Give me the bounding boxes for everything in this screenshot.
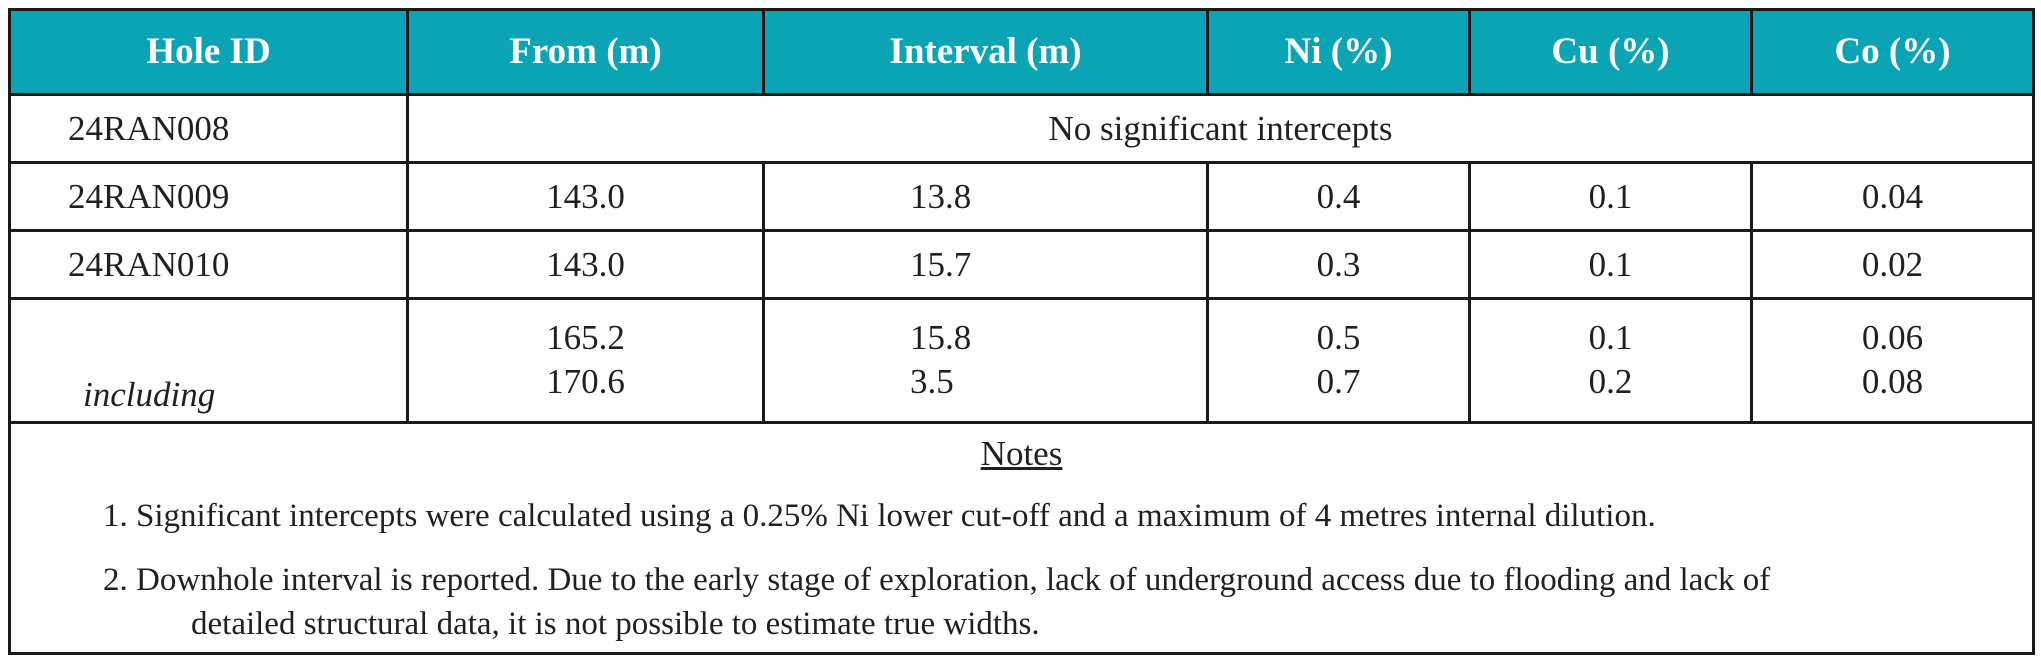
header-ni: Ni (%)	[1206, 8, 1471, 96]
co-cell: 0.04	[1750, 161, 2035, 232]
hole-id-cell: 24RAN008	[8, 93, 409, 164]
note-item: 1. Significant intercepts were calculate…	[11, 494, 2032, 538]
table-row: 24RAN009 143.0 13.8 0.4 0.1 0.04	[8, 161, 2035, 232]
results-table-container: Hole ID From (m) Interval (m) Ni (%) Cu …	[8, 8, 2035, 655]
ni-value: 0.7	[1316, 362, 1361, 401]
from-cell: 143.0	[406, 229, 765, 300]
note-item: 2. Downhole interval is reported. Due to…	[11, 558, 2032, 646]
ni-value: 0.5	[1316, 318, 1361, 357]
from-cell: 143.0	[406, 161, 765, 232]
table-row-including: including 165.2 170.6 15.8 3.5 0.5 0.7 0…	[8, 297, 2035, 424]
interval-value: 3.5	[910, 362, 954, 401]
co-cell: 0.02	[1750, 229, 2035, 300]
hole-id-cell: 24RAN010	[8, 229, 409, 300]
note-text: 1. Significant intercepts were calculate…	[103, 498, 1656, 534]
from-cell: 165.2 170.6	[406, 297, 765, 424]
interval-cell: 15.8 3.5	[762, 297, 1209, 424]
from-value: 170.6	[546, 362, 625, 401]
header-cu: Cu (%)	[1468, 8, 1753, 96]
notes-title: Notes	[980, 434, 1063, 473]
interval-value: 15.8	[910, 318, 972, 357]
interval-cell: 15.7	[762, 229, 1209, 300]
co-cell: 0.06 0.08	[1750, 297, 2035, 424]
notes-cell: Notes 1. Significant intercepts were cal…	[8, 421, 2035, 655]
note-text: 2. Downhole interval is reported. Due to…	[103, 562, 1771, 598]
cu-cell: 0.1	[1468, 229, 1753, 300]
co-value: 0.08	[1861, 362, 1924, 401]
from-value: 165.2	[546, 318, 625, 357]
including-label: including	[8, 297, 409, 424]
ni-cell: 0.4	[1206, 161, 1471, 232]
table-row: 24RAN008 No significant intercepts	[8, 93, 2035, 164]
cu-cell: 0.1 0.2	[1468, 297, 1753, 424]
header-from: From (m)	[406, 8, 765, 96]
no-intercepts-cell: No significant intercepts	[406, 93, 2035, 164]
header-co: Co (%)	[1750, 8, 2035, 96]
co-value: 0.06	[1861, 318, 1924, 357]
drill-results-table: Hole ID From (m) Interval (m) Ni (%) Cu …	[8, 8, 2035, 655]
cu-value: 0.1	[1588, 318, 1633, 357]
ni-cell: 0.3	[1206, 229, 1471, 300]
cu-value: 0.2	[1588, 362, 1633, 401]
cu-cell: 0.1	[1468, 161, 1753, 232]
header-row: Hole ID From (m) Interval (m) Ni (%) Cu …	[8, 8, 2035, 96]
header-interval: Interval (m)	[762, 8, 1209, 96]
table-row: 24RAN010 143.0 15.7 0.3 0.1 0.02	[8, 229, 2035, 300]
notes-row: Notes 1. Significant intercepts were cal…	[8, 421, 2035, 655]
ni-cell: 0.5 0.7	[1206, 297, 1471, 424]
hole-id-cell: 24RAN009	[8, 161, 409, 232]
interval-cell: 13.8	[762, 161, 1209, 232]
header-hole-id: Hole ID	[8, 8, 409, 96]
note-text-continued: detailed structural data, it is not poss…	[191, 606, 1040, 642]
